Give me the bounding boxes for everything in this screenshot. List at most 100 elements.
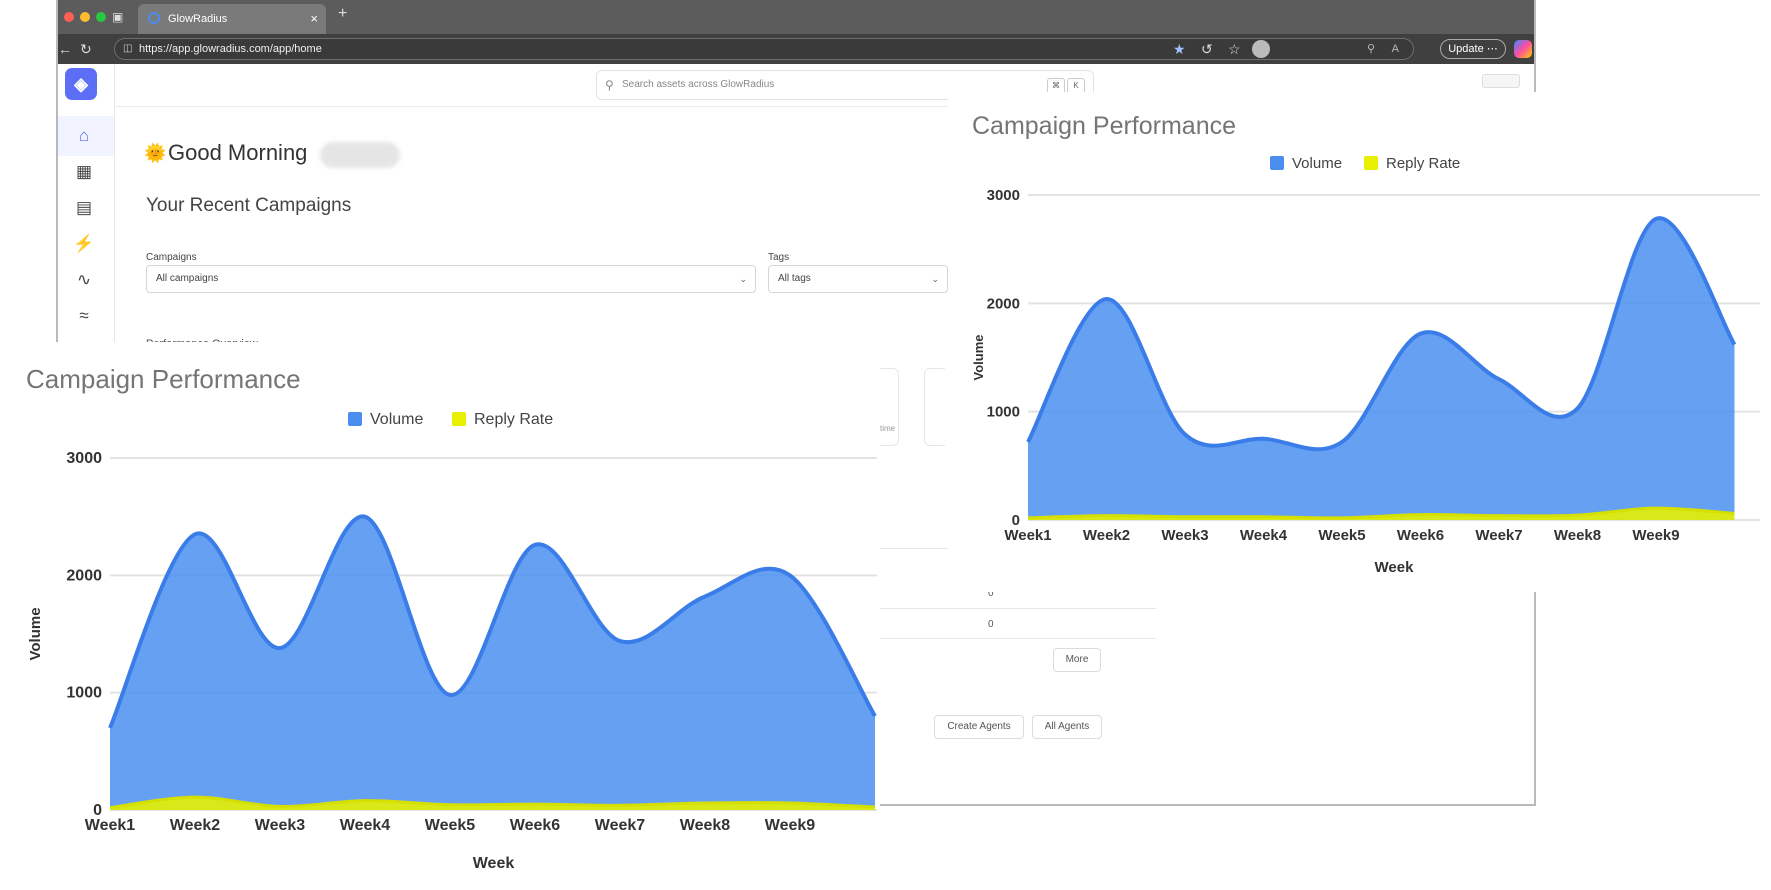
tags-select-value: All tags xyxy=(778,273,811,284)
copilot-icon[interactable] xyxy=(1514,40,1532,58)
bolt-icon[interactable]: ⚡ xyxy=(73,234,95,253)
browser-tab[interactable]: GlowRadius × xyxy=(138,4,326,34)
campaigns-select-value: All campaigns xyxy=(156,273,219,284)
x-tick-label: Week8 xyxy=(1554,527,1601,544)
section-title: Your Recent Campaigns xyxy=(146,195,352,216)
search-placeholder: Search assets across GlowRadius xyxy=(622,79,775,90)
zoom-icon[interactable]: ⚲ xyxy=(1366,43,1375,55)
url-field[interactable]: ◫ https://app.glowradius.com/app/home ⚲ … xyxy=(114,38,1414,60)
series-line-reply-rate xyxy=(1027,506,1735,520)
x-tick-label: Week8 xyxy=(680,817,731,834)
favorites-icon[interactable]: ☆ xyxy=(1228,41,1241,57)
y-tick-label: 0 xyxy=(93,802,102,819)
x-tick-label: Week1 xyxy=(1004,527,1051,544)
reload-icon[interactable]: ↻ xyxy=(80,41,92,57)
legend-label: Volume xyxy=(370,411,423,428)
trend-icon[interactable]: ∿ xyxy=(76,270,92,289)
campaign-performance-chart-large: Campaign Performance Volume Reply Rate 0 100… xyxy=(0,342,880,890)
chevron-down-icon: ⌄ xyxy=(739,274,747,284)
chart-title: Campaign Performance xyxy=(972,112,1236,140)
y-tick-label: 1000 xyxy=(987,404,1020,421)
chart-title: Campaign Performance xyxy=(26,364,301,394)
x-tick-label: Week3 xyxy=(255,817,306,834)
x-tick-label: Week9 xyxy=(765,817,816,834)
table-divider xyxy=(878,638,1156,639)
x-tick-label: Week4 xyxy=(340,817,391,834)
y-axis-title: Volume xyxy=(27,607,44,660)
back-icon[interactable]: ← xyxy=(58,41,72,57)
chart-svg: Campaign Performance Volume Reply Rate 0 100… xyxy=(26,364,877,872)
close-window-button[interactable] xyxy=(64,12,74,22)
y-tick-label: 1000 xyxy=(66,685,102,702)
series-line-volume xyxy=(108,514,877,729)
x-tick-label: Week5 xyxy=(425,817,476,834)
legend-label: Reply Rate xyxy=(474,411,553,428)
legend-label: Volume xyxy=(1292,155,1342,172)
sidebar-active-highlight xyxy=(58,116,114,156)
update-button[interactable]: Update ⋯ xyxy=(1440,39,1506,59)
campaigns-select[interactable]: All campaigns ⌄ xyxy=(146,265,756,293)
url-text: https://app.glowradius.com/app/home xyxy=(139,43,322,55)
x-axis-title: Week xyxy=(473,855,515,872)
series-area-volume xyxy=(1028,218,1735,520)
table-cell: 0 xyxy=(988,619,994,630)
stat-card xyxy=(924,368,945,446)
all-agents-button[interactable]: All Agents xyxy=(1032,715,1102,739)
create-agents-button[interactable]: Create Agents xyxy=(934,715,1024,739)
y-tick-label: 3000 xyxy=(66,450,102,467)
table-divider xyxy=(878,608,1156,609)
more-menu-icon[interactable]: ⋯ xyxy=(1486,43,1498,55)
campaign-performance-chart-small: Campaign Performance Volume Reply Rate 0 100… xyxy=(948,92,1771,592)
extensions-icon[interactable]: ↺ xyxy=(1201,41,1213,57)
stat-card xyxy=(878,368,899,446)
x-tick-label: Week1 xyxy=(85,817,136,834)
x-tick-label: Week5 xyxy=(1318,527,1365,544)
glowradius-logo-icon[interactable]: ◈ xyxy=(65,68,97,100)
x-tick-label: Week3 xyxy=(1161,527,1208,544)
y-axis-title: Volume xyxy=(971,335,986,381)
app-topbar: ⚲ Search assets across GlowRadius ⌘ K xyxy=(114,64,1534,107)
tab-close-icon[interactable]: × xyxy=(310,11,318,26)
legend-label: Reply Rate xyxy=(1386,155,1460,172)
series-area-volume xyxy=(110,516,875,810)
tab-bar: ▣ GlowRadius × + xyxy=(58,0,1534,34)
series-line-reply-rate xyxy=(109,795,876,810)
new-tab-button[interactable]: + xyxy=(338,5,348,22)
zoom-window-button[interactable] xyxy=(96,12,106,22)
plug-icon[interactable]: ≈ xyxy=(79,306,89,325)
update-label: Update xyxy=(1448,43,1484,55)
lock-icon: ◫ xyxy=(123,43,133,54)
campaigns-filter-label: Campaigns xyxy=(146,252,197,263)
chart-svg: Campaign Performance Volume Reply Rate 0 100… xyxy=(971,112,1760,576)
tags-select[interactable]: All tags ⌄ xyxy=(768,265,948,293)
document-icon[interactable]: ▤ xyxy=(75,198,93,217)
x-tick-label: Week6 xyxy=(1397,527,1444,544)
y-tick-label: 0 xyxy=(1012,512,1020,529)
tags-filter-label: Tags xyxy=(768,252,790,263)
series-line-volume xyxy=(1026,216,1737,452)
y-tick-label: 3000 xyxy=(987,187,1020,204)
username-redacted xyxy=(320,142,400,168)
sun-emoji-icon: 🌞 xyxy=(144,143,167,163)
address-bar: ← ↻ ◫ https://app.glowradius.com/app/hom… xyxy=(58,34,1534,64)
minimize-window-button[interactable] xyxy=(80,12,90,22)
home-icon[interactable]: ⌂ xyxy=(78,126,90,145)
more-button[interactable]: More xyxy=(1053,648,1101,672)
read-aloud-icon[interactable]: A xyxy=(1391,43,1399,55)
table-divider xyxy=(878,548,948,549)
x-tick-label: Week7 xyxy=(1475,527,1522,544)
y-tick-label: 2000 xyxy=(987,295,1020,312)
sidebar-toggle-icon[interactable]: ▣ xyxy=(112,10,124,24)
tab-favicon-icon xyxy=(148,12,160,24)
legend-swatch xyxy=(1364,156,1378,170)
profile-avatar[interactable] xyxy=(1252,40,1270,58)
table-icon[interactable]: ▦ xyxy=(75,162,93,181)
tab-title: GlowRadius xyxy=(168,13,228,25)
legend-swatch xyxy=(348,412,362,426)
stat-card-fragment: time xyxy=(880,424,896,433)
x-tick-label: Week9 xyxy=(1632,527,1679,544)
search-icon: ⚲ xyxy=(605,78,614,92)
view-toggle-button[interactable] xyxy=(1482,74,1520,88)
chevron-down-icon: ⌄ xyxy=(931,274,939,284)
favorite-star-icon[interactable]: ★ xyxy=(1173,41,1186,57)
